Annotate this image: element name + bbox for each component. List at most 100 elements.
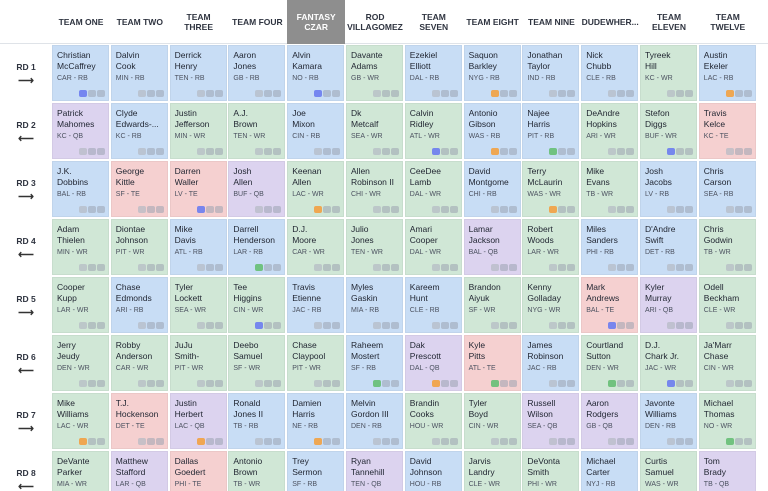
play-icon[interactable] xyxy=(685,438,693,445)
pick-cell[interactable]: Kareem Hunt CLE - RB xyxy=(404,277,462,333)
sound-icon[interactable] xyxy=(734,90,743,97)
pick-cell[interactable]: Travis Etienne JAC - RB xyxy=(287,277,345,333)
note-icon[interactable] xyxy=(314,90,323,97)
pick-cell[interactable]: Josh Jacobs LV - RB xyxy=(640,161,697,217)
note-icon[interactable] xyxy=(314,264,323,271)
note-icon[interactable] xyxy=(255,322,264,329)
sound-icon[interactable] xyxy=(205,206,214,213)
note-icon[interactable] xyxy=(725,206,734,213)
sound-icon[interactable] xyxy=(323,380,332,387)
note-icon[interactable] xyxy=(549,264,558,271)
play-icon[interactable] xyxy=(626,322,635,329)
note-icon[interactable] xyxy=(431,148,440,155)
pick-cell[interactable]: D'Andre Swift DET - RB xyxy=(640,219,697,275)
pick-cell[interactable]: Amari Cooper DAL - WR xyxy=(404,219,462,275)
play-icon[interactable] xyxy=(508,148,517,155)
play-icon[interactable] xyxy=(449,438,458,445)
note-icon[interactable] xyxy=(667,90,675,97)
play-icon[interactable] xyxy=(449,380,458,387)
play-icon[interactable] xyxy=(567,380,576,387)
pick-cell[interactable]: Davante Adams GB - WR xyxy=(346,45,403,101)
play-icon[interactable] xyxy=(332,438,341,445)
pick-cell[interactable]: Kyler Murray ARI - QB xyxy=(640,277,697,333)
play-icon[interactable] xyxy=(626,148,635,155)
pick-cell[interactable]: Mike Williams LAC - WR xyxy=(52,393,109,449)
pick-cell[interactable]: CeeDee Lamb DAL - WR xyxy=(404,161,462,217)
sound-icon[interactable] xyxy=(676,380,684,387)
pick-cell[interactable]: Mark Andrews BAL - TE xyxy=(581,277,639,333)
sound-icon[interactable] xyxy=(264,264,273,271)
note-icon[interactable] xyxy=(314,322,323,329)
note-icon[interactable] xyxy=(255,380,264,387)
sound-icon[interactable] xyxy=(382,206,390,213)
note-icon[interactable] xyxy=(608,148,617,155)
pick-cell[interactable]: Chase Edmonds ARI - RB xyxy=(110,277,168,333)
sound-icon[interactable] xyxy=(676,264,684,271)
pick-cell[interactable]: Tyler Boyd CIN - WR xyxy=(463,393,521,449)
note-icon[interactable] xyxy=(196,264,205,271)
note-icon[interactable] xyxy=(490,90,499,97)
play-icon[interactable] xyxy=(214,438,223,445)
sound-icon[interactable] xyxy=(146,90,155,97)
sound-icon[interactable] xyxy=(617,322,626,329)
sound-icon[interactable] xyxy=(88,148,96,155)
play-icon[interactable] xyxy=(332,380,341,387)
note-icon[interactable] xyxy=(196,148,205,155)
play-icon[interactable] xyxy=(214,206,223,213)
play-icon[interactable] xyxy=(155,206,164,213)
sound-icon[interactable] xyxy=(146,148,155,155)
pick-cell[interactable]: Ja'Marr Chase CIN - WR xyxy=(698,335,756,391)
sound-icon[interactable] xyxy=(323,206,332,213)
pick-cell[interactable]: Darren Waller LV - TE xyxy=(169,161,227,217)
play-icon[interactable] xyxy=(626,264,635,271)
pick-cell[interactable]: Dalvin Cook MIN - RB xyxy=(110,45,168,101)
sound-icon[interactable] xyxy=(88,206,96,213)
pick-cell[interactable]: James Robinson JAC - RB xyxy=(522,335,580,391)
note-icon[interactable] xyxy=(431,438,440,445)
pick-cell[interactable]: DeVante Parker MIA - WR xyxy=(52,451,109,491)
play-icon[interactable] xyxy=(273,322,282,329)
pick-cell[interactable]: Justin Herbert LAC - QB xyxy=(169,393,227,449)
sound-icon[interactable] xyxy=(676,90,684,97)
play-icon[interactable] xyxy=(743,264,752,271)
note-icon[interactable] xyxy=(196,438,205,445)
note-icon[interactable] xyxy=(490,322,499,329)
pick-cell[interactable]: Stefon Diggs BUF - WR xyxy=(640,103,697,159)
pick-cell[interactable]: J.K. Dobbins BAL - RB xyxy=(52,161,109,217)
sound-icon[interactable] xyxy=(382,380,390,387)
note-icon[interactable] xyxy=(549,90,558,97)
play-icon[interactable] xyxy=(273,206,282,213)
play-icon[interactable] xyxy=(155,264,164,271)
play-icon[interactable] xyxy=(685,206,693,213)
play-icon[interactable] xyxy=(508,322,517,329)
note-icon[interactable] xyxy=(196,322,205,329)
sound-icon[interactable] xyxy=(617,206,626,213)
play-icon[interactable] xyxy=(685,264,693,271)
sound-icon[interactable] xyxy=(440,206,449,213)
play-icon[interactable] xyxy=(567,322,576,329)
pick-cell[interactable]: Jonathan Taylor IND - RB xyxy=(522,45,580,101)
pick-cell[interactable]: Chris Carson SEA - RB xyxy=(698,161,756,217)
play-icon[interactable] xyxy=(332,206,341,213)
pick-cell[interactable]: Justin Jefferson MIN - WR xyxy=(169,103,227,159)
sound-icon[interactable] xyxy=(88,90,96,97)
sound-icon[interactable] xyxy=(676,322,684,329)
sound-icon[interactable] xyxy=(440,380,449,387)
sound-icon[interactable] xyxy=(146,438,155,445)
sound-icon[interactable] xyxy=(88,264,96,271)
play-icon[interactable] xyxy=(626,438,635,445)
note-icon[interactable] xyxy=(373,322,381,329)
pick-cell[interactable]: Robby Anderson CAR - WR xyxy=(110,335,168,391)
play-icon[interactable] xyxy=(155,148,164,155)
play-icon[interactable] xyxy=(391,90,399,97)
play-icon[interactable] xyxy=(567,206,576,213)
note-icon[interactable] xyxy=(137,206,146,213)
team-header-5[interactable]: FANTASY CZAR xyxy=(287,0,346,44)
sound-icon[interactable] xyxy=(617,90,626,97)
sound-icon[interactable] xyxy=(323,90,332,97)
note-icon[interactable] xyxy=(725,90,734,97)
pick-cell[interactable]: Chase Claypool PIT - WR xyxy=(287,335,345,391)
note-icon[interactable] xyxy=(373,148,381,155)
sound-icon[interactable] xyxy=(440,438,449,445)
pick-cell[interactable]: Javonte Williams DEN - RB xyxy=(640,393,697,449)
